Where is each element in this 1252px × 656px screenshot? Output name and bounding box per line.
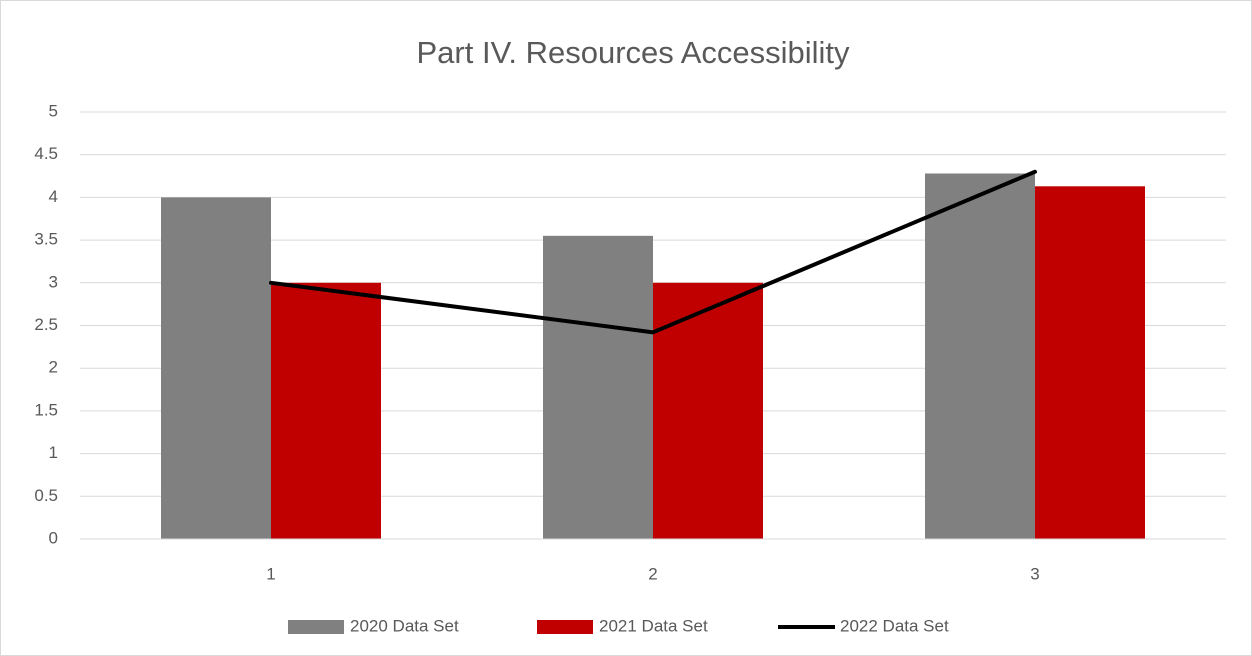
y-tick-label: 4.5 <box>34 144 58 163</box>
legend-swatch <box>537 620 593 634</box>
bar <box>543 235 653 539</box>
y-tick-label: 1.5 <box>34 400 58 419</box>
line <box>269 169 1037 335</box>
legend-label: 2020 Data Set <box>350 616 459 635</box>
x-tick-label: 2 <box>648 564 657 583</box>
y-tick-label: 3 <box>49 272 58 291</box>
bar <box>161 197 271 539</box>
legend-label: 2021 Data Set <box>599 616 708 635</box>
y-tick-label: 0 <box>49 528 58 547</box>
bar <box>653 282 763 539</box>
y-tick-label: 2.5 <box>34 315 58 334</box>
x-tick-label: 3 <box>1030 564 1039 583</box>
y-tick-label: 2 <box>49 358 58 377</box>
y-tick-label: 0.5 <box>34 486 58 505</box>
legend-label: 2022 Data Set <box>840 616 949 635</box>
y-tick-label: 4 <box>49 187 58 206</box>
y-tick-label: 3.5 <box>34 230 58 249</box>
bar <box>271 282 381 539</box>
x-tick-label: 1 <box>266 564 275 583</box>
y-tick-label: 1 <box>49 443 58 462</box>
chart-title: Part IV. Resources Accessibility <box>416 35 850 70</box>
y-tick-label: 5 <box>49 101 58 120</box>
legend-swatch <box>288 620 344 634</box>
bar <box>925 173 1035 539</box>
bar <box>1035 186 1145 539</box>
